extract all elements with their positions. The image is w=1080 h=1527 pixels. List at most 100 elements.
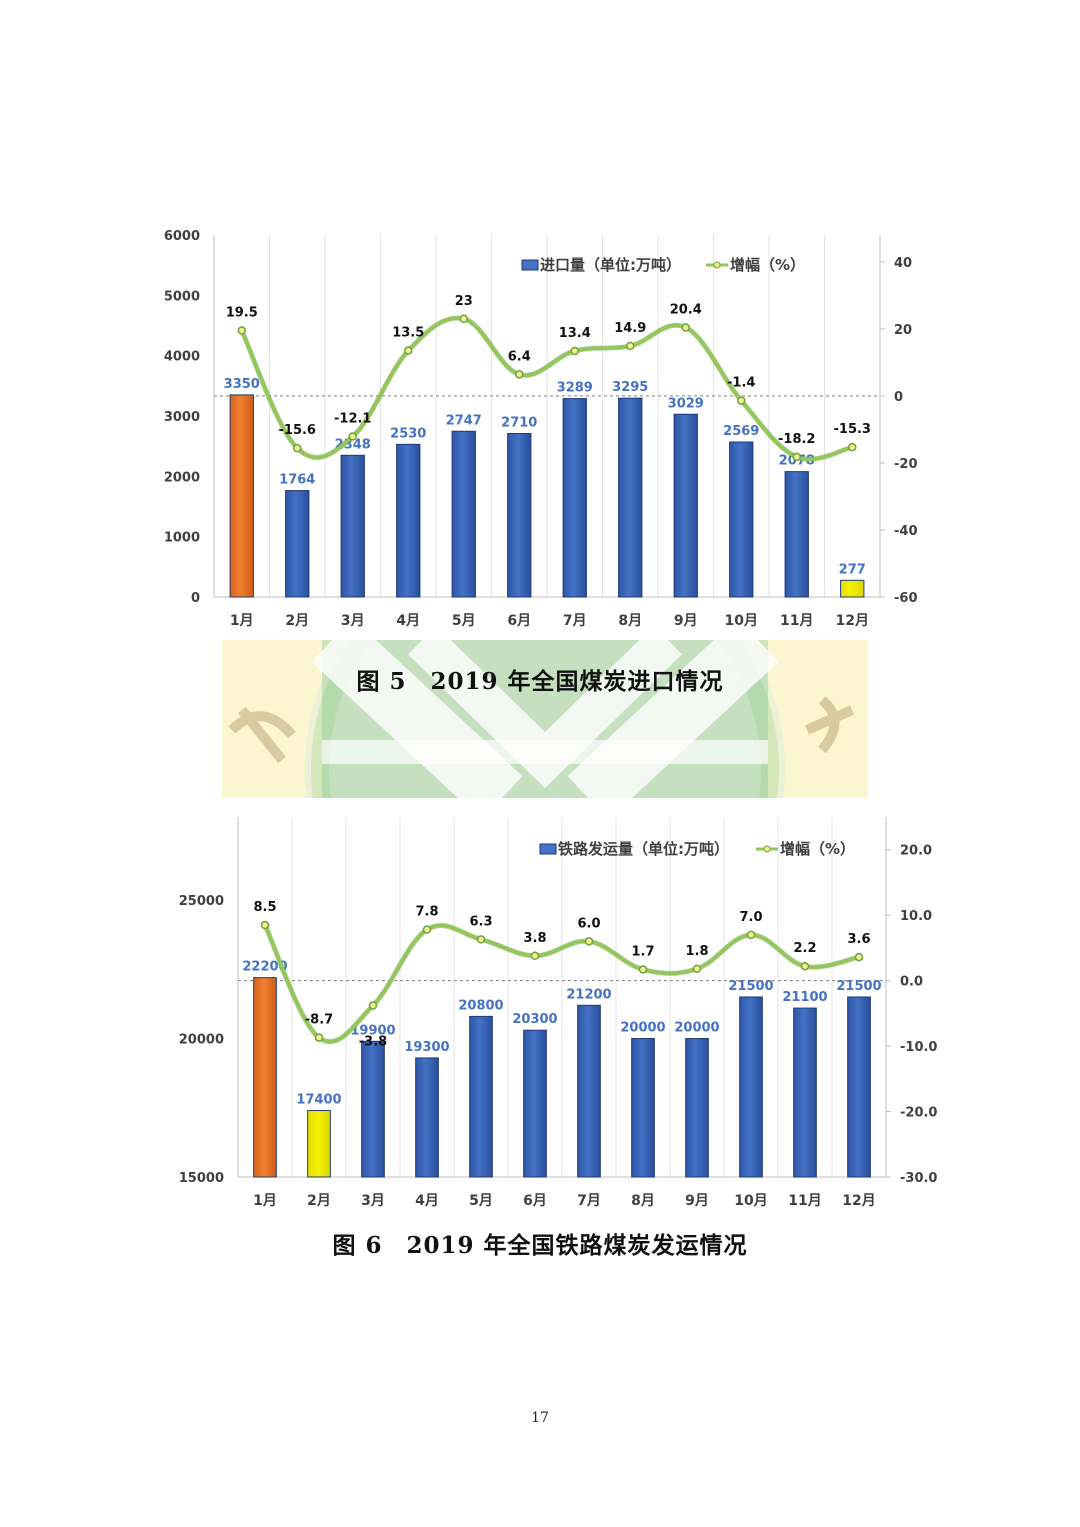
right-axis-tick-label: -20.0 xyxy=(900,1106,937,1121)
bar-value-label: 3350 xyxy=(224,377,260,392)
left-axis-tick-label: 20000 xyxy=(179,1033,224,1048)
growth-value-label: -1.4 xyxy=(727,376,755,391)
growth-value-label: 23 xyxy=(455,294,473,309)
bar-7 xyxy=(577,1004,601,1178)
x-axis-tick-label: 6月 xyxy=(523,1193,547,1209)
watermark-logo xyxy=(222,640,868,798)
growth-point xyxy=(737,396,746,405)
growth-point xyxy=(404,346,413,355)
bar-12 xyxy=(847,996,871,1178)
page-number: 17 xyxy=(531,1410,549,1426)
growth-point xyxy=(584,937,594,946)
left-axis-tick-label: 1000 xyxy=(164,531,200,546)
growth-value-label: 20.4 xyxy=(670,303,702,318)
growth-point xyxy=(459,314,468,324)
bar-1 xyxy=(229,394,254,598)
growth-value-label: -3.8 xyxy=(359,1035,387,1050)
bar-value-label: 21500 xyxy=(836,979,881,994)
bar-value-label: 19900 xyxy=(350,1023,395,1038)
x-axis-tick-label: 1月 xyxy=(230,613,254,629)
left-axis-tick-label: 15000 xyxy=(179,1171,224,1186)
growth-value-label: 7.8 xyxy=(415,905,438,920)
growth-value-label: 19.5 xyxy=(226,306,258,321)
right-axis-tick-label: 10.0 xyxy=(900,909,932,924)
right-axis-tick-label: 40 xyxy=(894,256,912,271)
growth-point xyxy=(515,370,524,379)
right-axis-tick-label: -40 xyxy=(894,524,918,539)
growth-point xyxy=(314,1033,324,1042)
left-axis-tick-label: 5000 xyxy=(164,289,200,304)
bar-3 xyxy=(340,454,365,598)
x-axis-tick-label: 5月 xyxy=(452,613,476,629)
x-axis-tick-label: 2月 xyxy=(307,1193,331,1209)
bar-value-label: 22200 xyxy=(242,960,287,975)
growth-point xyxy=(348,432,357,441)
left-axis-tick-label: 2000 xyxy=(164,470,200,485)
growth-point xyxy=(476,935,486,944)
growth-value-label: 7.0 xyxy=(739,910,762,925)
bar-8 xyxy=(631,1038,655,1178)
bar-10 xyxy=(729,441,754,598)
growth-value-label: 14.9 xyxy=(614,321,646,336)
growth-point xyxy=(368,1001,378,1010)
bar-3 xyxy=(361,1040,385,1178)
bar-11 xyxy=(793,1007,817,1178)
growth-point xyxy=(800,961,810,971)
left-axis-tick-label: 25000 xyxy=(179,894,224,909)
bar-value-label: 2710 xyxy=(501,415,537,430)
coal-import-chart: 6000 5000 4000 3000 2000 1000 0 40 20 0 -20 -40 -60 3… xyxy=(164,229,918,629)
rail-coal-shipment-chart: 25000 20000 15000 20.0 10.0 0.0 -10.0 -20.0 -30.… xyxy=(179,817,937,1209)
growth-point xyxy=(692,964,702,974)
x-axis-tick-label: 4月 xyxy=(396,613,420,629)
bar-9 xyxy=(685,1038,709,1178)
x-axis-tick-label: 10月 xyxy=(725,613,758,629)
growth-point xyxy=(530,951,540,961)
bar-value-label: 2569 xyxy=(723,424,759,439)
bar-value-label: 21200 xyxy=(566,987,611,1002)
x-axis-tick-label: 12月 xyxy=(842,1193,875,1209)
growth-value-label: -12.1 xyxy=(334,411,371,426)
x-axis-tick-label: 1月 xyxy=(253,1193,277,1209)
bar-5 xyxy=(451,430,476,598)
bar-value-label: 17400 xyxy=(296,1093,341,1108)
figure-5-caption: 图 5 2019 年全国煤炭进口情况 xyxy=(356,668,724,695)
growth-point xyxy=(681,323,690,332)
growth-value-label: 6.4 xyxy=(508,349,531,364)
left-axis-tick-label: 3000 xyxy=(164,410,200,425)
bar-8 xyxy=(618,397,643,598)
bar-value-label: 20000 xyxy=(674,1021,719,1036)
x-axis-tick-label: 3月 xyxy=(341,613,365,629)
growth-point xyxy=(626,341,635,351)
growth-point xyxy=(638,965,648,974)
right-axis-tick-label: -10.0 xyxy=(900,1040,937,1055)
bar-4 xyxy=(415,1057,439,1178)
growth-value-label: -15.3 xyxy=(834,422,871,437)
growth-value-label: -15.6 xyxy=(279,423,316,438)
right-axis-tick-label: 0.0 xyxy=(900,975,923,990)
x-axis-tick-label: 7月 xyxy=(563,613,587,629)
growth-value-label: 13.4 xyxy=(559,326,591,341)
bar-value-label: 20000 xyxy=(620,1021,665,1036)
legend-bar-label: 铁路发运量（单位:万吨） xyxy=(558,840,729,858)
x-axis-tick-label: 4月 xyxy=(415,1193,439,1209)
x-axis-tick-label: 12月 xyxy=(836,613,869,629)
growth-value-label: 6.3 xyxy=(469,914,492,929)
growth-point xyxy=(260,920,270,930)
left-axis-tick-label: 6000 xyxy=(164,229,200,244)
growth-point xyxy=(570,346,579,356)
growth-value-label: 13.5 xyxy=(392,326,424,341)
bar-value-label: 277 xyxy=(839,562,866,577)
bar-value-label: 3289 xyxy=(557,381,593,396)
x-axis-tick-label: 2月 xyxy=(285,613,309,629)
bar-value-label: 3029 xyxy=(668,396,704,411)
legend-line-label: 增幅（%） xyxy=(730,256,805,274)
right-axis-tick-label: -30.0 xyxy=(900,1171,937,1186)
growth-point xyxy=(746,930,756,940)
x-axis-tick-label: 9月 xyxy=(674,613,698,629)
bar-9 xyxy=(673,413,698,598)
legend-bar-label: 进口量（单位:万吨） xyxy=(540,256,681,274)
legend-bar-swatch xyxy=(539,843,557,855)
bar-value-label: 21100 xyxy=(782,990,827,1005)
bar-2 xyxy=(285,490,310,598)
bar-7 xyxy=(562,398,587,598)
